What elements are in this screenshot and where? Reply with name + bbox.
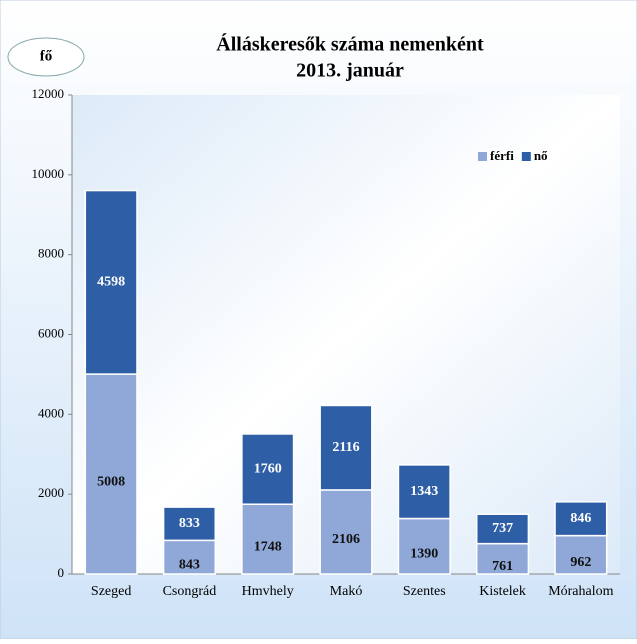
data-label: 1390 xyxy=(410,546,438,561)
data-label: 761 xyxy=(492,559,513,574)
bar-segment xyxy=(241,433,295,505)
x-tick-label: Szeged xyxy=(91,584,131,599)
x-tick-label: Szentes xyxy=(403,584,446,599)
data-label: 2116 xyxy=(332,440,359,455)
data-label: 5008 xyxy=(97,474,125,489)
bar-segment xyxy=(554,501,608,537)
data-label: 4598 xyxy=(97,275,125,290)
bar-segment xyxy=(554,534,608,575)
chart-subtitle: 2013. január xyxy=(296,60,404,82)
data-label: 1760 xyxy=(254,461,282,476)
bar-segment xyxy=(397,517,451,575)
y-tick-label: 12000 xyxy=(32,86,65,101)
data-label: 737 xyxy=(492,521,513,536)
data-label: 1343 xyxy=(410,484,438,499)
x-tick-label: Csongrád xyxy=(163,584,217,599)
bar-segment xyxy=(475,513,530,545)
legend-swatch xyxy=(478,152,487,161)
y-tick-label: 4000 xyxy=(38,405,64,420)
legend-label: nő xyxy=(534,148,548,163)
data-label: 2106 xyxy=(332,532,360,547)
data-label: 843 xyxy=(179,557,200,572)
data-label: 962 xyxy=(570,555,591,570)
y-tick-label: 8000 xyxy=(38,246,64,261)
x-tick-label: Mórahalom xyxy=(548,584,613,599)
bar-segment xyxy=(397,464,451,520)
y-tick-label: 0 xyxy=(58,565,65,580)
y-tick-label: 2000 xyxy=(38,485,64,500)
x-tick-label: Kistelek xyxy=(479,584,526,599)
data-label: 846 xyxy=(570,511,591,526)
bar-segment xyxy=(319,489,373,575)
bar-segment xyxy=(162,539,217,575)
chart-title: Álláskeresők száma nemenként xyxy=(216,33,484,56)
data-label: 833 xyxy=(179,516,200,531)
bar-segment xyxy=(241,503,295,575)
bar-segment xyxy=(162,506,217,542)
data-label: 1748 xyxy=(254,539,282,554)
y-axis-label: fő xyxy=(40,48,53,64)
x-tick-label: Makó xyxy=(330,584,363,599)
unit-badge xyxy=(7,37,85,77)
bar-segment xyxy=(84,189,138,375)
y-tick-label: 6000 xyxy=(38,325,64,340)
legend-label: férfi xyxy=(490,148,514,163)
y-tick-label: 10000 xyxy=(32,166,65,181)
x-tick-label: Hmvhely xyxy=(242,584,294,599)
legend-swatch xyxy=(521,152,531,161)
bar-segment xyxy=(84,373,138,575)
bar-segment xyxy=(319,404,373,491)
